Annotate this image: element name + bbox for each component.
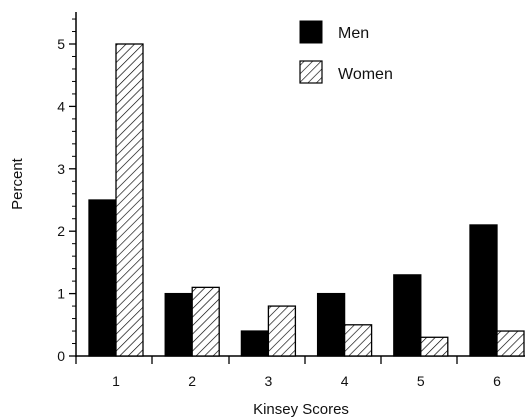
x-tick-label: 5 (417, 373, 425, 389)
bar-men-3 (240, 330, 270, 357)
bar-women-2 (191, 286, 220, 357)
x-tick-label: 4 (341, 373, 349, 389)
legend: Men Women (299, 20, 393, 84)
bar-men-5 (393, 274, 422, 357)
legend-label-women: Women (338, 66, 393, 83)
y-tick-label: 2 (57, 223, 65, 239)
x-tick-label: 6 (493, 373, 501, 389)
legend-label-men: Men (338, 25, 369, 42)
bar-men-4 (316, 292, 346, 357)
y-axis-title: Percent (9, 157, 26, 210)
legend-swatch-women (299, 60, 323, 84)
legend-swatch-men (299, 20, 323, 44)
x-tick-label: 3 (265, 373, 273, 389)
y-tick-label: 3 (57, 161, 65, 177)
y-tick-label: 4 (57, 98, 65, 114)
x-tick-label: 2 (188, 373, 196, 389)
bar-women-6 (496, 330, 525, 357)
bar-women-3 (267, 305, 297, 357)
bar-men-6 (469, 224, 498, 357)
bar-men-1 (88, 199, 117, 357)
bar-women-5 (420, 336, 449, 357)
bar-women-4 (343, 324, 373, 357)
x-tick-label: 1 (112, 373, 120, 389)
y-tick-label: 5 (57, 36, 65, 52)
y-tick-label: 1 (57, 286, 65, 302)
bar-women-1 (115, 43, 144, 357)
y-tick-label: 0 (57, 348, 65, 364)
x-axis-title: Kinsey Scores (253, 401, 349, 418)
bar-men-2 (164, 292, 193, 357)
